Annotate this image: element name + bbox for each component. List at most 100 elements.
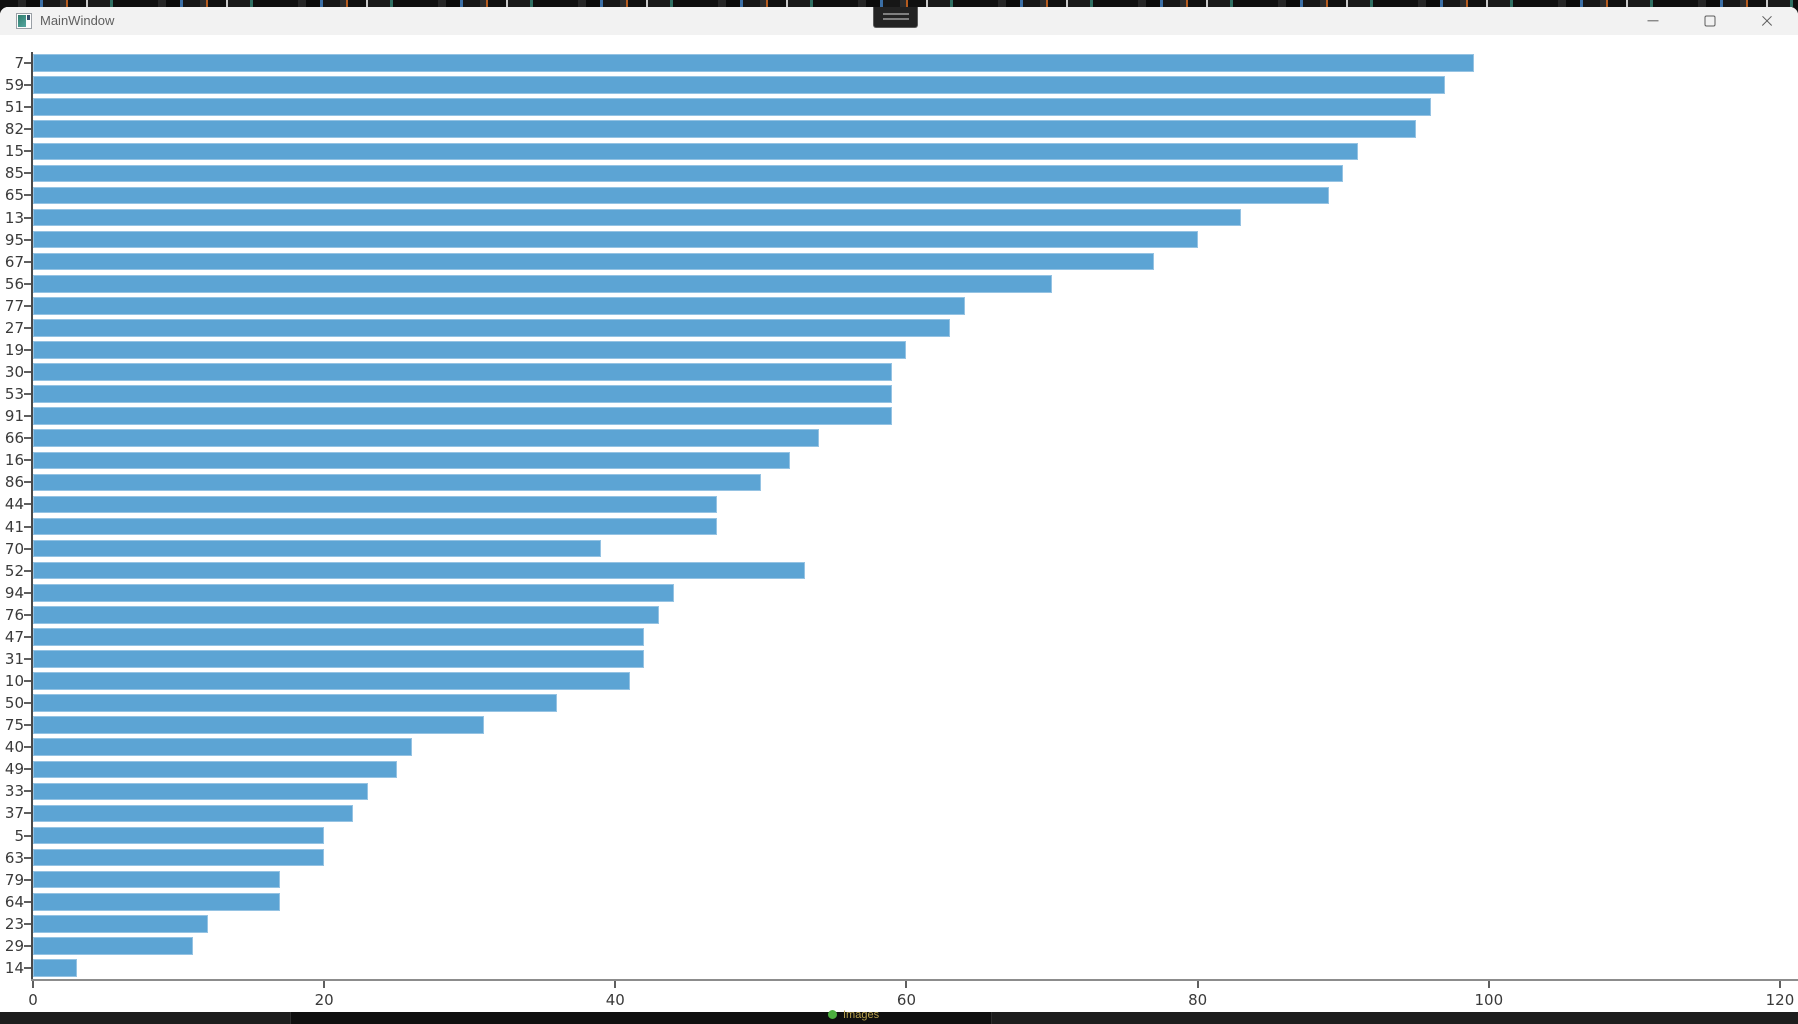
- y-tick-label: 33: [4, 782, 24, 801]
- app-window-icon: [16, 13, 32, 29]
- bar: [33, 694, 558, 712]
- y-tick-mark: [24, 503, 31, 506]
- y-tick-mark: [24, 878, 31, 881]
- bar: [33, 429, 820, 448]
- bar: [33, 583, 674, 602]
- y-tick-label: 67: [4, 252, 24, 271]
- y-tick-label: 70: [4, 539, 24, 558]
- y-tick-mark: [24, 768, 31, 771]
- bar: [33, 804, 354, 823]
- bar: [33, 959, 77, 977]
- y-tick-mark: [24, 371, 31, 374]
- bar: [33, 230, 1198, 249]
- y-tick-label: 79: [4, 870, 24, 889]
- minimize-button[interactable]: [1624, 7, 1681, 35]
- y-tick-label: 94: [4, 583, 24, 602]
- y-tick-label: 52: [4, 561, 24, 580]
- bar: [33, 650, 645, 668]
- x-tick-mark: [1196, 981, 1199, 988]
- y-tick-mark: [24, 569, 31, 572]
- x-tick-label: 0: [28, 991, 38, 1009]
- bar: [33, 915, 208, 933]
- bar: [33, 54, 1475, 72]
- taskbar-strip-segment: [290, 1012, 992, 1024]
- y-tick-mark: [24, 238, 31, 241]
- bar: [33, 252, 1154, 271]
- y-tick-mark: [24, 856, 31, 859]
- y-tick-label: 15: [4, 142, 24, 161]
- y-tick-mark: [24, 106, 31, 109]
- y-axis-spine: [31, 52, 33, 981]
- y-tick-mark: [24, 702, 31, 705]
- y-tick-mark: [24, 635, 31, 638]
- bar: [33, 738, 412, 757]
- y-tick-mark: [24, 724, 31, 727]
- maximize-square-icon: [1704, 15, 1715, 27]
- bar: [33, 274, 1053, 293]
- bar: [33, 341, 907, 359]
- y-tick-mark: [24, 304, 31, 307]
- y-tick-label: 76: [4, 605, 24, 624]
- y-tick-label: 63: [4, 848, 24, 867]
- app-icon-mark: [27, 15, 30, 20]
- bar: [33, 363, 892, 381]
- bar: [33, 495, 718, 514]
- bar: [33, 937, 194, 955]
- status-dot-icon: [828, 1010, 837, 1020]
- app-icon-pane: [18, 15, 26, 27]
- y-tick-label: 64: [4, 892, 24, 911]
- y-tick-mark: [24, 944, 31, 947]
- x-tick-mark: [323, 981, 326, 988]
- y-tick-label: 14: [4, 958, 24, 977]
- y-tick-mark: [24, 525, 31, 528]
- bar: [33, 451, 791, 470]
- share-status-chip: Images: [828, 1006, 879, 1021]
- y-tick-label: 23: [4, 914, 24, 933]
- y-tick-label: 16: [4, 451, 24, 470]
- y-tick-label: 10: [4, 672, 24, 691]
- window-title: MainWindow: [40, 13, 115, 28]
- y-tick-label: 7: [14, 54, 24, 73]
- y-tick-label: 66: [4, 429, 24, 448]
- y-tick-label: 77: [4, 296, 24, 315]
- y-tick-mark: [24, 172, 31, 175]
- y-tick-mark: [24, 393, 31, 396]
- y-tick-mark: [24, 746, 31, 749]
- bar: [33, 716, 485, 734]
- x-tick-label: 120: [1765, 991, 1795, 1009]
- y-tick-label: 44: [4, 495, 24, 514]
- bar: [33, 848, 325, 867]
- bar: [33, 606, 659, 624]
- y-tick-mark: [24, 260, 31, 263]
- bar: [33, 561, 805, 580]
- bar: [33, 628, 645, 646]
- bar: [33, 760, 397, 779]
- bar: [33, 782, 368, 801]
- close-button[interactable]: [1738, 7, 1795, 35]
- taskbar-strip: [0, 1012, 1798, 1024]
- y-tick-mark: [24, 326, 31, 329]
- y-tick-label: 27: [4, 318, 24, 337]
- bar: [33, 76, 1446, 94]
- bar: [33, 870, 281, 889]
- x-tick-mark: [1778, 981, 1781, 988]
- y-tick-label: 49: [4, 760, 24, 779]
- y-tick-mark: [24, 966, 31, 969]
- x-tick-mark: [1487, 981, 1490, 988]
- bar: [33, 208, 1242, 227]
- desktop-top-strip: [0, 0, 1798, 7]
- bar: [33, 186, 1329, 205]
- bar: [33, 385, 892, 403]
- y-tick-label: 59: [4, 76, 24, 95]
- y-tick-mark: [24, 84, 31, 87]
- x-tick-label: 80: [1188, 991, 1208, 1009]
- y-tick-label: 13: [4, 208, 24, 227]
- y-tick-label: 47: [4, 627, 24, 646]
- screen-share-grip[interactable]: [873, 7, 918, 28]
- maximize-button[interactable]: [1681, 7, 1738, 35]
- y-tick-label: 75: [4, 716, 24, 735]
- x-axis-spine: [31, 979, 1798, 981]
- y-tick-label: 40: [4, 738, 24, 757]
- y-tick-label: 56: [4, 274, 24, 293]
